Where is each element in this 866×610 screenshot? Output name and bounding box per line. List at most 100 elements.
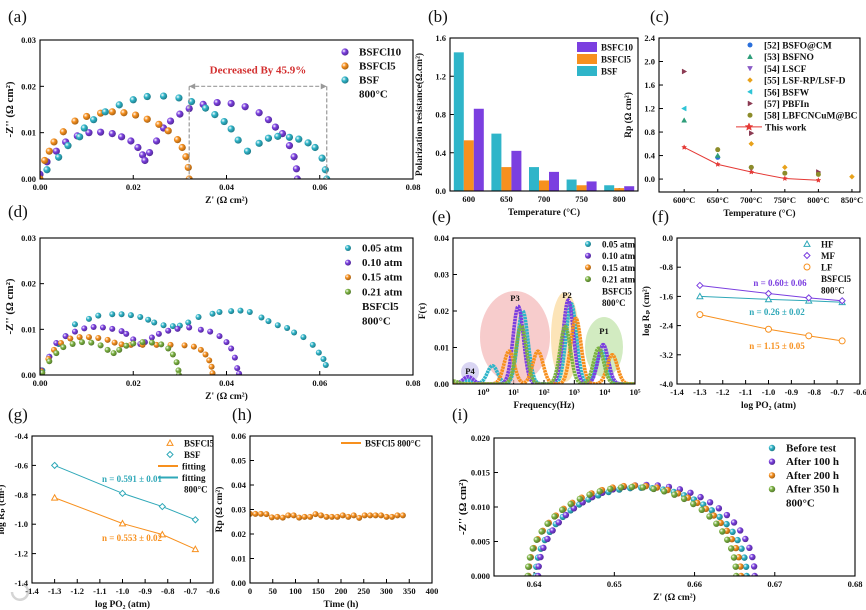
data-point-BSFCl10: [271, 123, 280, 131]
legend-label: 0.10 atm: [602, 251, 635, 261]
data-point-After 350 h: [558, 506, 566, 514]
y-tick-label: 0.000: [471, 571, 490, 581]
data-point-0.15 atm: [95, 335, 102, 342]
data-point-0.10 atm: [216, 333, 223, 340]
x-tick-label: -0.7: [184, 586, 198, 596]
data-point-0.15 atm: [76, 334, 83, 341]
panel-label: (b): [428, 7, 448, 26]
data-point-[58] LBFCNCuM@BC: [748, 164, 754, 170]
legend-marker: [345, 288, 351, 295]
fit-label: n = 1.15 ± 0.05: [749, 341, 805, 351]
data-point-[57] PBFIn: [749, 130, 755, 137]
data-point-BSFCl5: [118, 519, 127, 527]
y-tick-label: 2.4: [644, 33, 655, 43]
legend-marker: [747, 53, 753, 59]
data-point-BSFCl10: [141, 156, 149, 165]
data-point-After 350 h: [727, 545, 735, 552]
data-point-BSFCl10: [52, 147, 60, 155]
data-point-0.21 atm: [130, 340, 137, 347]
data-point-Before test: [742, 563, 750, 570]
data-point-Before test: [743, 572, 750, 576]
plot-area: [40, 92, 331, 179]
data-point-0.05 atm: [109, 311, 116, 318]
legend-label: 0.05 atm: [602, 240, 635, 250]
x-tick-label: 10⁴: [599, 387, 611, 397]
x-axis-label: log PO₂ (atm): [95, 599, 150, 610]
legend-marker: [166, 450, 174, 459]
legend-label: 800°C: [821, 286, 845, 296]
x-axis-label: Z' (Ω cm²): [205, 195, 248, 206]
legend-label: BSF: [184, 450, 201, 460]
bar-BSF-650: [491, 133, 502, 191]
data-point-After 350 h: [724, 536, 731, 543]
legend-label: fitting: [182, 473, 206, 483]
y-tick-label: 0.02: [231, 529, 246, 539]
data-point-BSF: [175, 94, 183, 102]
x-tick-label: -0.6: [206, 586, 219, 596]
arrow-head-right: [320, 83, 327, 90]
y-axis-label: Polarization resistance(Ω.cm²): [414, 53, 425, 176]
data-point-BSFCl5 800°C: [394, 512, 401, 519]
legend-marker: [746, 88, 753, 95]
legend-marker: [341, 76, 349, 84]
data-point-Before test: [738, 545, 745, 552]
y-tick-label: 0.8: [644, 127, 655, 137]
series-line-BSF: [54, 464, 196, 521]
x-tick-label: 0: [248, 586, 252, 596]
data-point-BSF: [318, 154, 326, 162]
data-point-BSFCl5 800°C: [279, 514, 286, 521]
data-point-BSF: [129, 96, 137, 104]
data-point-After 350 h: [529, 545, 536, 552]
data-point-BSFCl5: [184, 163, 192, 172]
data-point-0.10 atm: [71, 328, 78, 335]
data-point-0.05 atm: [216, 308, 223, 315]
data-point-0.15 atm: [118, 341, 125, 348]
y-axis-label: log Rₚ (cm²): [641, 286, 652, 336]
peak-label-P3: P3: [510, 293, 519, 303]
x-tick-label: 0.66: [687, 579, 702, 589]
panel-d: (d) 0.00 0.02 0.04 0.06 0.08 0.00 0.01 0.02 0.03 Z…: [4, 202, 420, 402]
x-tick-label: 10²: [538, 387, 550, 397]
x-tick-label: 350: [403, 586, 416, 596]
y-tick-label: 0.00: [21, 370, 36, 380]
legend-label: 800°C: [362, 316, 391, 328]
plot-area: [50, 461, 200, 553]
x-tick-label: 750°C: [774, 195, 796, 205]
x-tick-label: -1.2: [716, 387, 729, 397]
data-point-[55] LSF-RP/LSF-D: [781, 164, 788, 171]
legend-label: [58] LBFCNCuM@BC: [764, 112, 858, 122]
data-point-0.05 atm: [151, 319, 158, 326]
bar-BSFCl5-600: [463, 140, 474, 191]
data-point-After 100 h: [723, 511, 731, 519]
panel-b: (b) 600 650 700 750 800 0.0 0.4 0.8 1.2 1.6 Tempera…: [414, 7, 639, 218]
data-point-[57] PBFIn: [681, 68, 688, 75]
bar-BSF-750: [566, 179, 577, 191]
data-point-After 350 h: [596, 488, 603, 495]
legend-label: 0.10 atm: [362, 257, 402, 269]
panel-c: (c) 600°C 650°C 700°C 750°C 800°C 850°C 0.0 0.4 0…: [623, 7, 863, 219]
data-point-0.10 atm: [62, 333, 69, 340]
y-tick-label: 1.6: [644, 80, 655, 90]
x-tick-label: 0.65: [607, 579, 622, 589]
data-point-BSF: [101, 108, 109, 116]
data-point-BSFCl10: [108, 129, 116, 138]
x-tick-label: 0.00: [33, 182, 48, 192]
x-tick-label: -0.8: [808, 387, 821, 397]
data-point-0.10 atm: [223, 339, 230, 346]
y-tick-label: 0.010: [471, 502, 490, 512]
data-point-After 350 h: [661, 488, 668, 495]
fit-label: n = 0.591 ± 0.01: [102, 474, 163, 484]
data-point-BSF: [201, 104, 210, 112]
data-point-0.05 atm: [71, 321, 78, 328]
data-point-After 100 h: [540, 544, 547, 552]
x-tick-label: -0.8: [161, 586, 174, 596]
data-point-0.10 atm: [207, 328, 214, 335]
fit-label: n = 0.60± 0.06: [753, 278, 807, 288]
data-point-[55] LSF-RP/LSF-D: [849, 173, 855, 180]
data-point-0.21 atm: [60, 344, 67, 351]
plot-area: [524, 481, 758, 576]
data-point-0.10 atm: [236, 370, 243, 375]
x-tick-label: 0.06: [312, 378, 327, 388]
panel-e: (e) 10⁰ 10¹ 10² 10³ 10⁴ 10⁵ 0.00 0.01 0.02 0.03 0.0…: [417, 207, 641, 411]
